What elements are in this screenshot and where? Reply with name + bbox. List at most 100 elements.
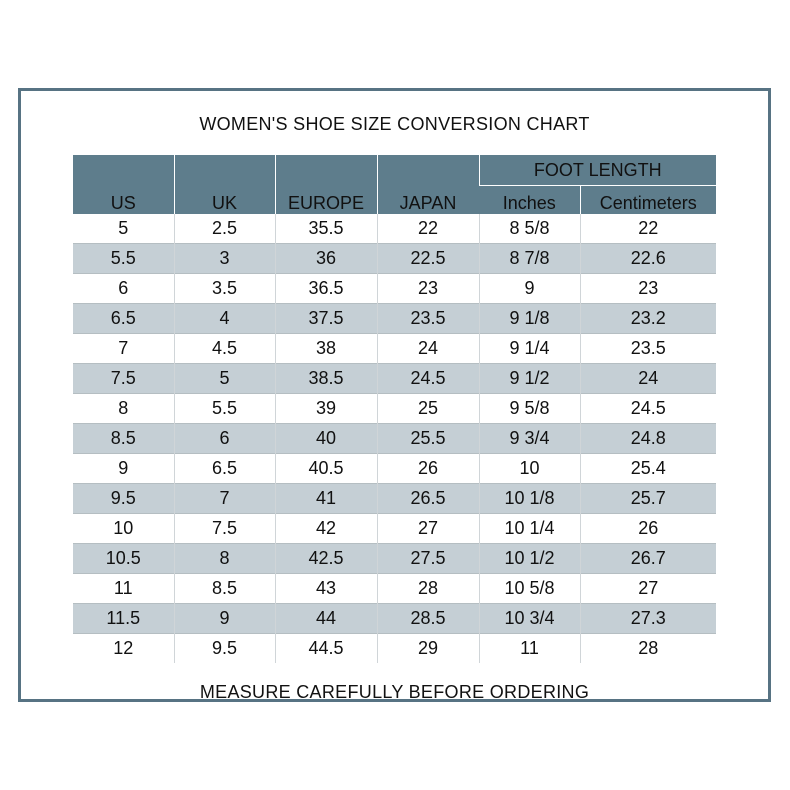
table-cell: 24 <box>579 363 716 394</box>
table-cell: 38.5 <box>274 363 377 394</box>
table-row: 10 7.5 42 27 10 1/4 26 <box>73 513 716 544</box>
table-cell: 22.5 <box>376 243 479 274</box>
table-cell: 10.5 <box>73 543 174 574</box>
table-cell: 24.5 <box>376 363 479 394</box>
table-row: 6.5 4 37.5 23.5 9 1/8 23.2 <box>73 303 716 334</box>
table-cell: 4 <box>173 303 275 334</box>
table-cell: 8 <box>173 543 275 574</box>
table-cell: 36 <box>274 243 377 274</box>
table-cell: 38 <box>274 333 377 364</box>
table-cell: 40.5 <box>274 453 377 484</box>
table-row: 5.5 3 36 22.5 8 7/8 22.6 <box>73 243 716 274</box>
table-cell: 6.5 <box>73 303 174 334</box>
table-cell: 3 <box>173 243 275 274</box>
table-cell: 27 <box>376 513 479 544</box>
table-cell: 27.3 <box>579 603 716 634</box>
table-cell: 7.5 <box>173 513 275 544</box>
table-cell: 28 <box>579 633 716 663</box>
table-cell: 36.5 <box>274 273 377 304</box>
table-cell: 11.5 <box>73 603 174 634</box>
column-header-centimeters: Centimeters <box>579 185 716 214</box>
table-cell: 9 1/8 <box>478 303 580 334</box>
table-cell: 5.5 <box>73 243 174 274</box>
table-cell: 5 <box>118 218 129 238</box>
column-header-uk: UK <box>173 155 275 214</box>
table-cell: 9 1/4 <box>478 333 580 364</box>
table-row: 9.5 7 41 26.5 10 1/8 25.7 <box>73 483 716 514</box>
table-cell: 5.5 <box>173 393 275 424</box>
footer-note: MEASURE CAREFULLY BEFORE ORDERING <box>199 682 590 702</box>
table-cell: 22 <box>579 214 716 244</box>
column-header-europe: EUROPE <box>274 155 377 214</box>
table-cell: 11 <box>478 633 580 663</box>
chart-frame: WOMEN'S SHOE SIZE CONVERSION CHART US UK… <box>18 88 771 702</box>
table-cell: 23.5 <box>376 303 479 334</box>
table-cell: 37.5 <box>274 303 377 334</box>
table-cell: 8.5 <box>73 423 174 454</box>
table-cell: 42 <box>274 513 377 544</box>
page-title: WOMEN'S SHOE SIZE CONVERSION CHART <box>199 114 590 134</box>
table-cell: 9 <box>73 453 174 484</box>
table-row: 7.5 5 38.5 24.5 9 1/2 24 <box>73 363 716 394</box>
table-cell: 28 <box>376 573 479 604</box>
table-cell: 9 3/4 <box>478 423 580 454</box>
table-row: 11 8.5 43 28 10 5/8 27 <box>73 573 716 604</box>
table-cell: 44.5 <box>274 633 377 663</box>
table-row: 11.5 9 44 28.5 10 3/4 27.3 <box>73 603 716 634</box>
table-cell: 26.5 <box>376 483 479 514</box>
table-cell: 25 <box>376 393 479 424</box>
table-cell: 9.5 <box>173 633 275 663</box>
table-cell: 10 <box>73 513 174 544</box>
table-cell: 44 <box>274 603 377 634</box>
table-row: 9 6.5 40.5 26 10 25.4 <box>73 453 716 484</box>
table-cell: 26 <box>376 453 479 484</box>
table-row: 12 9.5 44.5 29 11 28 <box>73 633 716 663</box>
table-cell: 39 <box>274 393 377 424</box>
table-cell: 40 <box>274 423 377 454</box>
table-cell: 6 <box>73 273 174 304</box>
table-cell: 24 <box>376 333 479 364</box>
table-cell: 8 5/8 <box>478 214 580 244</box>
table-cell: 27.5 <box>376 543 479 574</box>
size-table-body: 5 2.5 35.5 22 8 5/8 22 5.5 3 36 22.5 8 7/8 22.6 6 3.5… <box>73 214 716 663</box>
table-cell: 9.5 <box>73 483 174 514</box>
table-cell: 8 7/8 <box>478 243 580 274</box>
table-row: 5 2.5 35.5 22 8 5/8 22 <box>73 214 716 244</box>
table-cell: 7.5 <box>73 363 174 394</box>
table-cell: 7 <box>73 333 174 364</box>
table-cell: 12 <box>73 633 174 663</box>
table-cell: 29 <box>376 633 479 663</box>
table-cell: 26.7 <box>579 543 716 574</box>
table-cell: 9 <box>478 273 580 304</box>
table-cell: 41 <box>274 483 377 514</box>
column-header-japan: JAPAN <box>376 155 479 214</box>
table-cell: 23 <box>579 273 716 304</box>
table-cell: 25.7 <box>579 483 716 514</box>
column-group-header-foot-length: FOOT LENGTH <box>478 155 716 186</box>
table-cell: 9 <box>173 603 275 634</box>
table-cell: 10 1/8 <box>478 483 580 514</box>
table-cell: 5 <box>173 363 275 394</box>
table-row: 10.5 8 42.5 27.5 10 1/2 26.7 <box>73 543 716 574</box>
table-cell: 22 <box>376 214 479 244</box>
table-cell: 2.5 <box>173 214 275 244</box>
table-cell: 25.5 <box>376 423 479 454</box>
table-cell: 27 <box>579 573 716 604</box>
table-cell: 23 <box>376 273 479 304</box>
table-cell: 10 3/4 <box>478 603 580 634</box>
table-cell: 4.5 <box>173 333 275 364</box>
table-cell: 24.8 <box>579 423 716 454</box>
table-cell: 8.5 <box>173 573 275 604</box>
table-cell: 10 1/4 <box>478 513 580 544</box>
table-cell: 43 <box>274 573 377 604</box>
table-cell: 6.5 <box>173 453 275 484</box>
table-cell: 23.5 <box>579 333 716 364</box>
table-cell: 23.2 <box>579 303 716 334</box>
table-cell: 28.5 <box>376 603 479 634</box>
table-row: 8.5 6 40 25.5 9 3/4 24.8 <box>73 423 716 454</box>
table-cell: 8 <box>73 393 174 424</box>
table-cell: 9 1/2 <box>478 363 580 394</box>
table-cell: 10 <box>478 453 580 484</box>
table-cell: 24.5 <box>579 393 716 424</box>
